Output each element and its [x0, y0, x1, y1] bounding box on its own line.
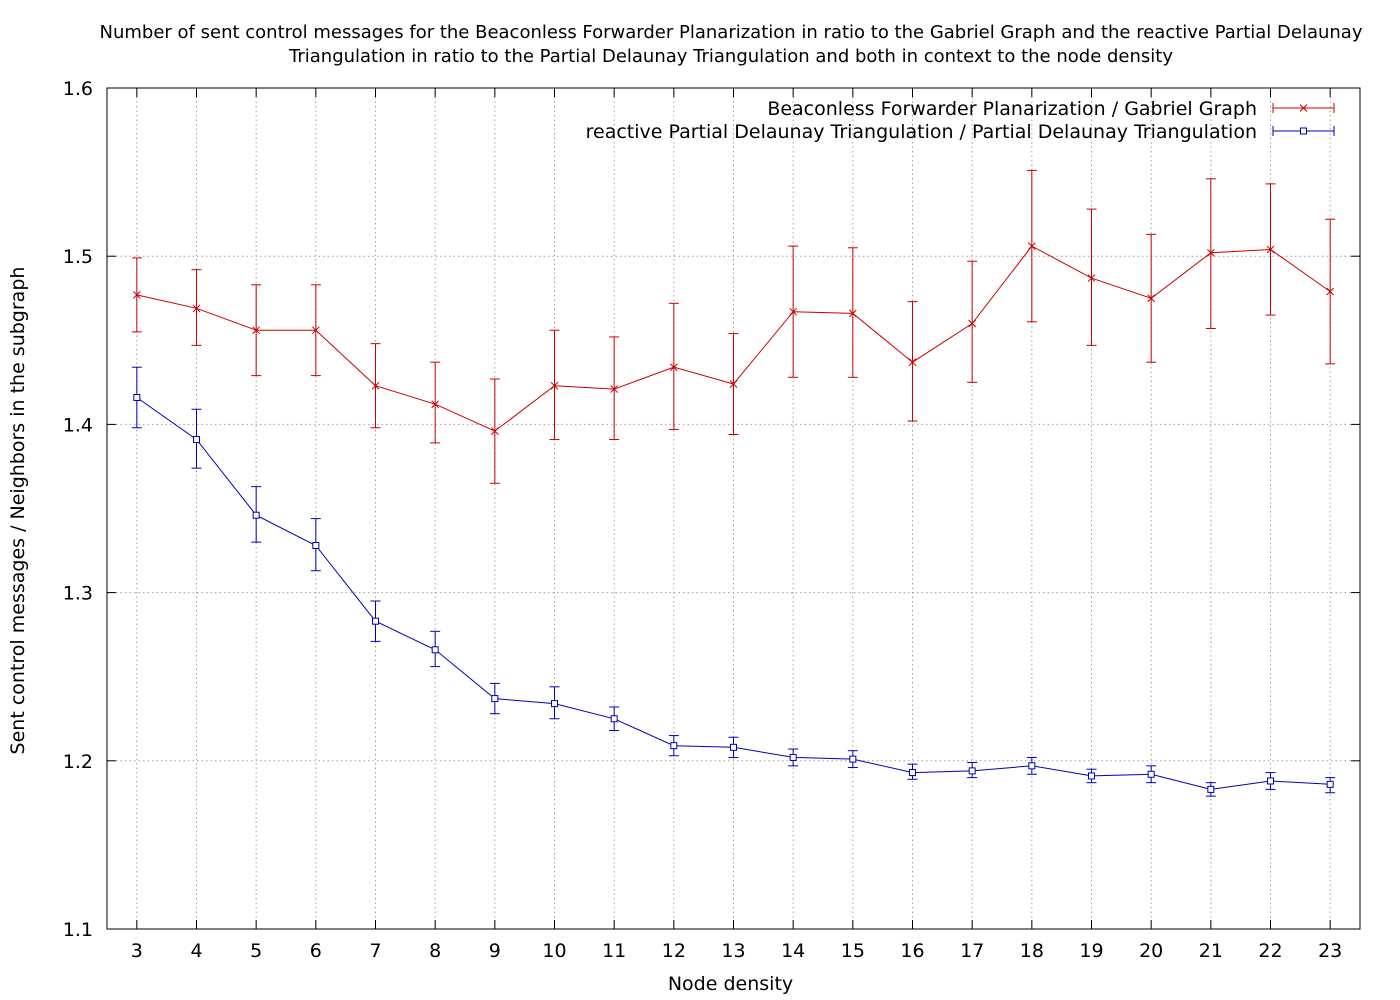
data-point-square-marker: [1028, 762, 1036, 770]
data-point-x-marker: [192, 304, 201, 313]
data-point-square-marker: [312, 542, 320, 550]
data-point-square-marker: [551, 700, 558, 708]
data-point-square-marker: [372, 617, 379, 625]
plot-frame: [106, 87, 1361, 930]
x-tick-label: 10: [542, 940, 566, 962]
y-tick-label: 1.6: [63, 78, 93, 100]
data-point-x-marker: [789, 307, 798, 316]
legend-label: Beaconless Forwarder Planarization / Gab…: [767, 98, 1257, 120]
x-tick-label: 8: [429, 940, 441, 962]
data-point-square-marker: [1326, 780, 1334, 788]
data-point-square-marker: [431, 646, 439, 654]
data-point-x-marker: [371, 381, 380, 390]
x-tick-label: 9: [489, 940, 501, 962]
data-point-square-marker: [789, 753, 797, 761]
data-point-x-marker: [1147, 294, 1156, 303]
x-tick-label: 17: [960, 940, 984, 962]
data-point-x-marker: [252, 326, 261, 335]
data-point-x-marker: [848, 309, 857, 318]
data-point-x-marker: [132, 291, 141, 299]
data-point-x-marker: [1087, 274, 1096, 282]
x-tick-label: 4: [190, 940, 202, 962]
data-point-x-marker: [968, 319, 977, 328]
data-point-square-marker: [193, 436, 200, 444]
data-point-x-marker: [610, 385, 619, 393]
data-point-square-marker: [1267, 777, 1274, 785]
y-tick-label: 1.3: [63, 583, 93, 605]
x-tick-label: 15: [841, 940, 865, 962]
y-tick-label: 1.1: [63, 919, 93, 941]
x-tick-label: 12: [662, 940, 686, 962]
x-tick-label: 3: [131, 940, 143, 962]
legend-marker: [1299, 104, 1308, 112]
chart-title-line: Triangulation in ratio to the Partial De…: [288, 46, 1173, 67]
data-point-x-marker: [490, 427, 499, 435]
x-tick-label: 19: [1079, 940, 1103, 962]
data-point-square-marker: [730, 743, 737, 751]
data-point-x-marker: [1326, 287, 1335, 296]
x-tick-label: 23: [1318, 940, 1342, 962]
data-point-square-marker: [252, 511, 260, 519]
data-point-square-marker: [909, 769, 916, 777]
data-point-square-marker: [670, 742, 678, 750]
x-tick-label: 11: [602, 940, 626, 962]
x-tick-label: 18: [1020, 940, 1044, 962]
data-point-square-marker: [133, 393, 141, 401]
data-point-x-marker: [311, 326, 320, 335]
y-tick-label: 1.5: [63, 246, 93, 268]
y-tick-label: 1.4: [63, 414, 93, 436]
data-point-x-marker: [550, 381, 559, 390]
data-point-square-marker: [1088, 772, 1095, 780]
x-tick-label: 14: [781, 940, 805, 962]
data-point-square-marker: [1147, 770, 1155, 778]
data-point-x-marker: [908, 358, 917, 367]
x-tick-label: 6: [310, 940, 322, 962]
data-point-square-marker: [1207, 785, 1215, 793]
y-tick-label: 1.2: [63, 751, 93, 773]
legend-marker: [1300, 127, 1307, 135]
data-point-x-marker: [431, 400, 440, 409]
data-point-x-marker: [729, 380, 738, 388]
x-tick-label: 20: [1139, 940, 1163, 962]
x-tick-label: 7: [369, 940, 381, 962]
data-point-square-marker: [849, 755, 857, 763]
x-tick-label: 16: [900, 940, 924, 962]
data-point-square-marker: [968, 767, 976, 775]
x-tick-label: 21: [1199, 940, 1223, 962]
data-point-square-marker: [610, 715, 618, 723]
data-point-square-marker: [491, 695, 499, 703]
data-point-x-marker: [669, 363, 678, 372]
legend-label: reactive Partial Delaunay Triangulation …: [586, 121, 1257, 143]
x-axis-title: Node density: [668, 973, 793, 995]
data-point-x-marker: [1206, 248, 1215, 257]
data-point-x-marker: [1027, 242, 1036, 250]
x-tick-label: 22: [1258, 940, 1282, 962]
y-axis-title: Sent control messages / Neighbors in the…: [7, 267, 29, 755]
data-point-x-marker: [1266, 245, 1275, 254]
x-tick-label: 5: [250, 940, 262, 962]
chart-title-line: Number of sent control messages for the …: [100, 22, 1363, 43]
x-tick-label: 13: [721, 940, 745, 962]
